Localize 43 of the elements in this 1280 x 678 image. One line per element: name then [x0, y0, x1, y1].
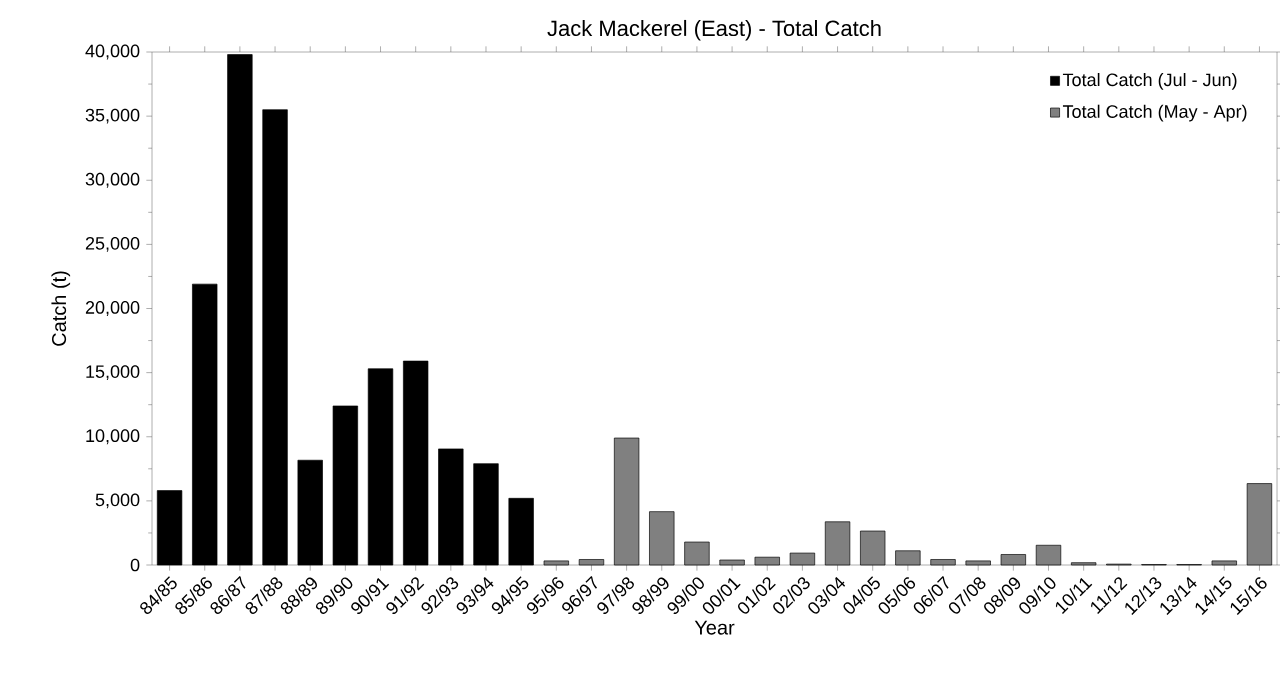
bar [508, 497, 534, 566]
y-axis-title: Catch (t) [51, 271, 71, 346]
bar [895, 550, 921, 566]
bar [227, 54, 253, 566]
bar [1211, 560, 1237, 566]
bar [719, 559, 745, 566]
x-axis-title: Year [694, 620, 735, 635]
chart-title: Jack Mackerel (East) - Total Catch [547, 19, 881, 41]
bar [1246, 483, 1273, 566]
bar [1000, 554, 1026, 566]
bar [578, 559, 605, 566]
bar [297, 459, 323, 566]
bar [860, 530, 886, 566]
bar [332, 405, 358, 566]
bar [367, 368, 394, 566]
bar [262, 109, 288, 566]
bar [156, 490, 183, 566]
y-tick-label: 35,000 [85, 108, 140, 124]
y-tick-label: 10,000 [86, 429, 140, 445]
bar [754, 556, 780, 566]
y-tick-label: 40,000 [85, 44, 140, 60]
bar [403, 360, 429, 566]
bar [789, 552, 816, 566]
legend-label: Total Catch (Jul - Jun) [1062, 72, 1237, 90]
bar [824, 521, 851, 566]
y-tick-label: 30,000 [85, 172, 140, 188]
bar [1035, 544, 1062, 566]
bar [192, 283, 218, 566]
bar [684, 541, 710, 566]
y-tick-label: 5,000 [95, 493, 140, 509]
bar [1071, 562, 1097, 566]
y-tick-label: 15,000 [86, 365, 140, 381]
bar [930, 559, 956, 566]
y-tick-label: 0 [130, 558, 140, 572]
bar [543, 560, 569, 566]
legend-label: Total Catch (May - Apr) [1062, 104, 1247, 122]
y-tick-label: 20,000 [85, 301, 140, 316]
bar [649, 511, 675, 566]
bar [613, 437, 640, 566]
bar [438, 448, 464, 566]
bar [965, 560, 991, 566]
y-tick-label: 25,000 [85, 236, 140, 252]
bar [473, 463, 499, 566]
